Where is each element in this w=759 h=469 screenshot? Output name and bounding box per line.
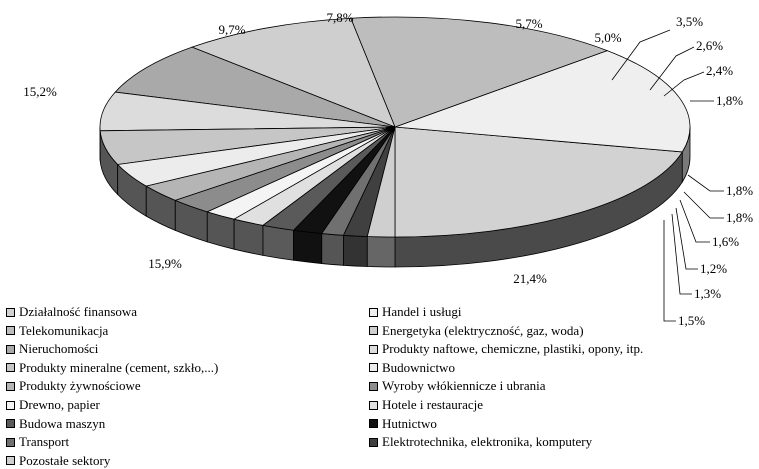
data-label-16: 1,5% [678,313,705,328]
leader-line-13 [680,200,710,242]
data-label-0: 21,4% [513,271,547,286]
data-label-5: 5,7% [515,16,542,31]
data-label-12: 1,8% [726,210,753,225]
data-label-1: 15,9% [148,256,182,271]
data-label-13: 1,6% [712,234,739,249]
data-label-7: 3,5% [676,14,703,29]
leader-line-15 [672,214,692,294]
leader-line-11 [688,175,724,191]
pie-side-15 [343,235,367,266]
data-label-8: 2,6% [696,38,723,53]
pie-side-16 [367,237,395,267]
pie-side-13 [294,230,322,263]
pie-top [100,17,690,237]
data-label-10: 1,8% [716,93,743,108]
data-label-6: 5,0% [594,30,621,45]
data-label-14: 1,2% [700,261,727,276]
data-label-3: 9,7% [218,22,245,37]
data-label-11: 1,8% [726,183,753,198]
data-label-9: 2,4% [706,63,733,78]
data-label-15: 1,3% [694,286,721,301]
leader-line-12 [684,192,724,218]
pie-side-12 [263,225,294,260]
pie-side-14 [322,234,344,266]
data-label-4: 7,8% [326,10,353,25]
data-label-2: 15,2% [23,84,57,99]
